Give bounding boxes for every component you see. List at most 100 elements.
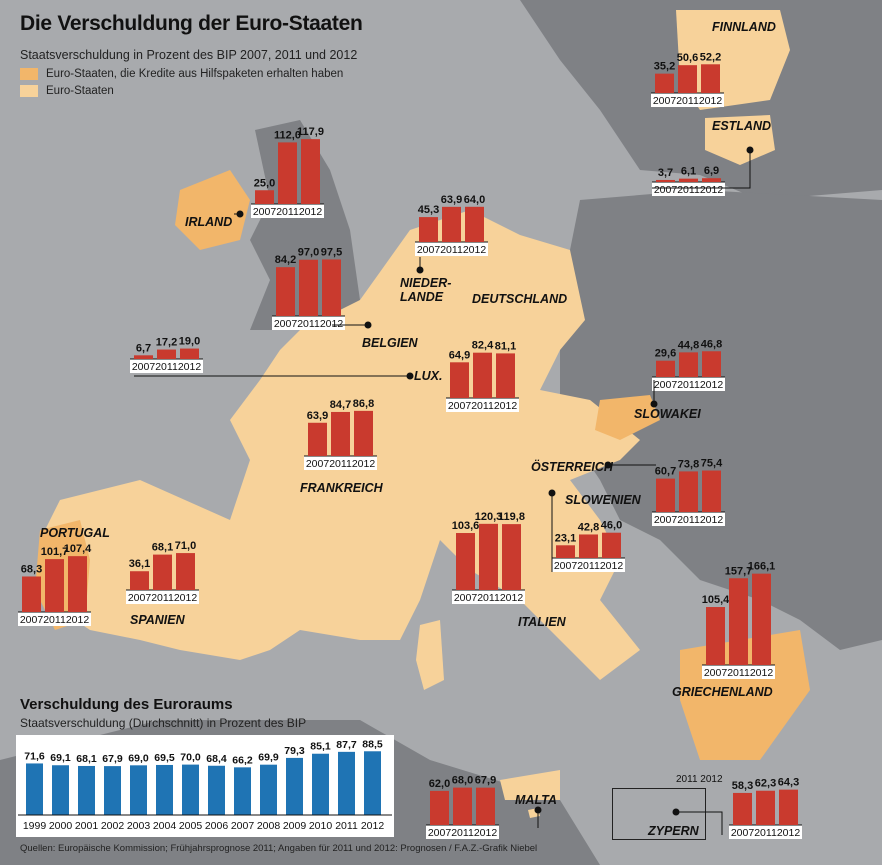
chart-portugal-bar bbox=[22, 576, 41, 612]
chart-slowakei-bar bbox=[679, 352, 698, 377]
chart-niederlande-value-label: 64,0 bbox=[464, 194, 485, 206]
chart-griechenland-year-panel bbox=[702, 665, 775, 679]
euroraum-year-label: 2007 bbox=[231, 820, 255, 832]
chart-zypern-value-label: 58,3 bbox=[732, 780, 753, 792]
label-estland: ESTLAND bbox=[712, 119, 772, 133]
euroraum-year-label: 2004 bbox=[153, 820, 177, 832]
chart-deutschland-bar bbox=[450, 362, 469, 398]
euroraum-value-label: 69,0 bbox=[128, 752, 149, 764]
euroraum-bar bbox=[338, 751, 355, 815]
chart-italien-year-label: 2011 bbox=[477, 592, 500, 604]
chart-irland-year-label: 2011 bbox=[276, 206, 299, 218]
chart-slowenien-value-label: 42,8 bbox=[578, 521, 599, 533]
ireland-land bbox=[175, 170, 250, 250]
dot-belgien bbox=[364, 321, 372, 329]
chart-zypern-value-label: 62,3 bbox=[755, 778, 776, 790]
euroraum-value-label: 71,6 bbox=[24, 750, 45, 762]
chart-griechenland-year-label: 2007 bbox=[704, 667, 728, 679]
label-deutschland: DEUTSCHLAND bbox=[472, 292, 568, 306]
euroraum-subtitle: Staatsverschuldung (Durchschnitt) in Pro… bbox=[20, 716, 307, 730]
chart-niederlande-year-label: 2012 bbox=[463, 244, 487, 256]
chart-frankreich-year-label: 2012 bbox=[352, 458, 376, 470]
euroraum-bar bbox=[52, 765, 69, 815]
dot-niederlande bbox=[416, 266, 424, 274]
euroraum-year-label: 2011 bbox=[335, 820, 358, 832]
chart-spanien-year-panel bbox=[126, 590, 199, 604]
chart-slowenien-year-label: 2011 bbox=[577, 560, 600, 572]
chart-malta-year-label: 2011 bbox=[451, 827, 474, 839]
source-footer: Quellen: Europäische Kommission; Frühjah… bbox=[20, 843, 538, 854]
label-belgien: BELGIEN bbox=[362, 336, 418, 350]
dot-irland bbox=[236, 210, 244, 218]
chart-belgien-value-label: 97,5 bbox=[321, 246, 342, 258]
chart-lux-year-label: 2011 bbox=[155, 361, 178, 373]
chart-belgien-bar bbox=[322, 259, 341, 316]
chart-frankreich-bar bbox=[308, 422, 327, 456]
euroraum-year-label: 2010 bbox=[309, 820, 333, 832]
chart-slowakei-value-label: 29,6 bbox=[655, 348, 676, 360]
chart-finnland-year-label: 2007 bbox=[653, 95, 677, 107]
chart-slowenien-value-label: 46,0 bbox=[601, 520, 622, 532]
euroraum-value-label: 70,0 bbox=[180, 752, 201, 764]
chart-slowakei-year-panel bbox=[652, 377, 725, 391]
euroraum-title: Verschuldung des Euroraums bbox=[20, 696, 233, 713]
euroraum-year-label: 2003 bbox=[127, 820, 151, 832]
label-slowakei: SLOWAKEI bbox=[634, 407, 701, 421]
euroraum-bar bbox=[364, 751, 381, 815]
euroraum-bar bbox=[130, 765, 147, 815]
label-italien: ITALIEN bbox=[518, 615, 566, 629]
label-frankreich: FRANKREICH bbox=[300, 481, 383, 495]
chart--sterreich-year-label: 2007 bbox=[654, 514, 678, 526]
chart-belgien-bar bbox=[299, 259, 318, 316]
chart-deutschland-value-label: 82,4 bbox=[472, 340, 494, 352]
chart-estland-value-label: 6,1 bbox=[681, 166, 696, 178]
chart-niederlande-value-label: 63,9 bbox=[441, 194, 462, 206]
chart-spanien-value-label: 71,0 bbox=[175, 540, 196, 552]
chart-spanien-year-label: 2011 bbox=[151, 592, 174, 604]
euroraum-year-label: 2005 bbox=[179, 820, 203, 832]
label-slowenien: SLOWENIEN bbox=[565, 493, 641, 507]
chart-belgien-year-label: 2012 bbox=[320, 318, 344, 330]
chart-slowenien-bar bbox=[579, 534, 598, 558]
chart-frankreich-year-label: 2007 bbox=[306, 458, 330, 470]
chart-lux-value-label: 19,0 bbox=[179, 336, 200, 348]
chart--sterreich-year-label: 2012 bbox=[700, 514, 724, 526]
legend-swatch-euro bbox=[20, 85, 38, 97]
euroraum-value-label: 69,5 bbox=[154, 752, 175, 764]
chart-frankreich-bar bbox=[354, 410, 373, 456]
chart-deutschland-year-label: 2011 bbox=[471, 400, 494, 412]
chart-estland-bar bbox=[702, 178, 721, 182]
chart-finnland-value-label: 50,6 bbox=[677, 52, 698, 64]
chart-griechenland-value-label: 166,1 bbox=[748, 561, 776, 573]
chart-slowakei-year-label: 2007 bbox=[654, 379, 678, 391]
chart-belgien-year-label: 2007 bbox=[274, 318, 298, 330]
chart-griechenland-year-label: 2012 bbox=[750, 667, 774, 679]
euroraum-value-label: 67,9 bbox=[102, 753, 123, 765]
chart-slowakei-year-label: 2012 bbox=[700, 379, 724, 391]
chart-finnland-bar bbox=[678, 65, 697, 93]
label-spanien: SPANIEN bbox=[130, 613, 185, 627]
euroraum-bar bbox=[104, 766, 121, 815]
chart-deutschland-value-label: 64,9 bbox=[449, 349, 470, 361]
chart-slowakei-value-label: 44,8 bbox=[678, 339, 699, 351]
chart-frankreich-value-label: 63,9 bbox=[307, 410, 328, 422]
chart-lux-value-label: 6,7 bbox=[136, 342, 151, 354]
euroraum-value-label: 79,3 bbox=[284, 745, 305, 757]
chart-slowenien-year-label: 2012 bbox=[600, 560, 624, 572]
chart-zypern-year-label: 2011 bbox=[754, 827, 777, 839]
chart-slowakei-value-label: 46,8 bbox=[701, 338, 722, 350]
chart-slowenien-year-label: 2007 bbox=[554, 560, 578, 572]
euroraum-bar bbox=[78, 765, 95, 815]
chart-irland-year-panel bbox=[251, 204, 324, 218]
leader-zypern bbox=[676, 811, 723, 835]
chart-malta-value-label: 68,0 bbox=[452, 775, 473, 787]
chart-lux-bar bbox=[180, 348, 199, 359]
chart-zypern-year-label: 2012 bbox=[777, 827, 801, 839]
chart-irland-bar bbox=[301, 139, 320, 204]
chart-italien-value-label: 103,6 bbox=[452, 520, 480, 532]
euroraum-value-label: 68,1 bbox=[76, 753, 97, 765]
chart-deutschland-year-label: 2007 bbox=[448, 400, 472, 412]
chart-belgien-value-label: 84,2 bbox=[275, 254, 296, 266]
chart-deutschland-year-panel bbox=[446, 398, 519, 412]
